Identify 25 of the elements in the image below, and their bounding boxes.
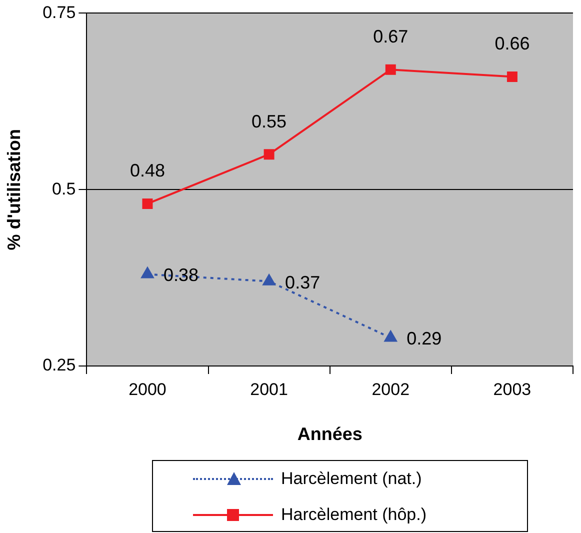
data-label: 0.37 xyxy=(285,272,320,292)
x-tick-label: 2003 xyxy=(493,380,532,399)
point xyxy=(141,267,154,278)
x-tick-label: 2001 xyxy=(250,380,288,399)
legend-label: Harcèlement (hôp.) xyxy=(281,505,427,525)
legend-label: Harcèlement (nat.) xyxy=(281,469,422,489)
data-label: 0.66 xyxy=(494,34,530,54)
point xyxy=(384,330,397,342)
y-tick-label: 0.5 xyxy=(52,179,76,198)
data-label: 0.48 xyxy=(130,160,165,181)
point xyxy=(262,274,276,286)
data-label: 0.29 xyxy=(406,328,442,349)
data-label: 0.38 xyxy=(163,265,199,286)
point xyxy=(385,64,396,75)
x-axis-title: Années xyxy=(297,424,362,444)
point xyxy=(142,198,153,209)
point xyxy=(506,71,518,82)
x-tick-label: 2002 xyxy=(372,380,410,399)
y-tick-label: 0.75 xyxy=(42,2,76,22)
data-label: 0.55 xyxy=(252,111,287,132)
point xyxy=(264,149,274,160)
y-axis-title: % d'utilisation xyxy=(4,128,24,250)
x-tick-label: 2000 xyxy=(128,380,166,399)
data-label: 0.67 xyxy=(373,26,408,47)
y-tick-label: 0.25 xyxy=(42,356,76,375)
